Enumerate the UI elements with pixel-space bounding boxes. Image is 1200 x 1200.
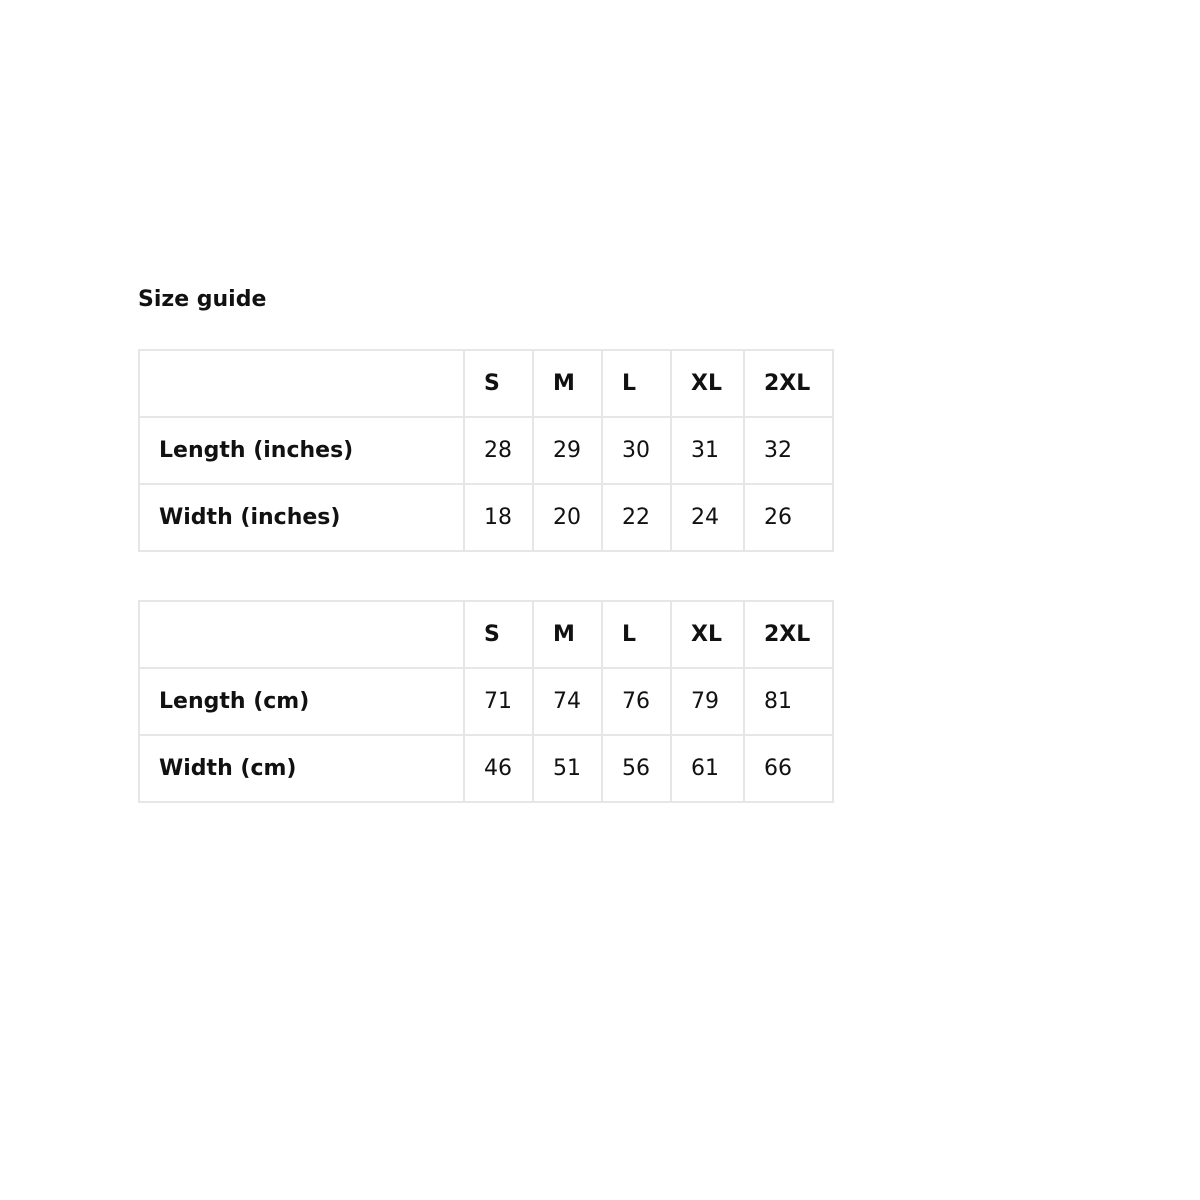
table-cell: 32	[743, 416, 834, 485]
header-cell: XL	[670, 600, 745, 669]
table-cell: 28	[463, 416, 534, 485]
header-cell: S	[463, 600, 534, 669]
row-label: Length (inches)	[138, 416, 465, 485]
table-cell: 81	[743, 667, 834, 736]
table-cell: 79	[670, 667, 745, 736]
header-cell: L	[601, 349, 672, 418]
table-cell: 51	[532, 734, 603, 803]
header-cell: M	[532, 349, 603, 418]
header-cell: 2XL	[743, 349, 834, 418]
table-cell: 20	[532, 483, 603, 552]
header-cell: S	[463, 349, 534, 418]
header-cell: M	[532, 600, 603, 669]
size-table-cm: S M L XL 2XL Length (cm) 71 74 76 79 81 …	[138, 600, 834, 803]
table-row: Width (inches) 18 20 22 24 26	[138, 483, 834, 552]
table-row: Length (cm) 71 74 76 79 81	[138, 667, 834, 736]
table-cell: 18	[463, 483, 534, 552]
row-label: Length (cm)	[138, 667, 465, 736]
header-row: S M L XL 2XL	[138, 349, 834, 418]
table-cell: 46	[463, 734, 534, 803]
row-label: Width (cm)	[138, 734, 465, 803]
table-cell: 22	[601, 483, 672, 552]
table-cell: 76	[601, 667, 672, 736]
header-row: S M L XL 2XL	[138, 600, 834, 669]
header-cell	[138, 600, 465, 669]
header-cell	[138, 349, 465, 418]
table-cell: 61	[670, 734, 745, 803]
table-cell: 26	[743, 483, 834, 552]
table-cell: 56	[601, 734, 672, 803]
table-row: Width (cm) 46 51 56 61 66	[138, 734, 834, 803]
table-cell: 24	[670, 483, 745, 552]
row-label: Width (inches)	[138, 483, 465, 552]
page-title: Size guide	[138, 287, 267, 312]
size-table-inches: S M L XL 2XL Length (inches) 28 29 30 31…	[138, 349, 834, 552]
table-cell: 29	[532, 416, 603, 485]
table-cell: 74	[532, 667, 603, 736]
table-row: Length (inches) 28 29 30 31 32	[138, 416, 834, 485]
table-cell: 31	[670, 416, 745, 485]
table-cell: 30	[601, 416, 672, 485]
table-cell: 71	[463, 667, 534, 736]
table-cell: 66	[743, 734, 834, 803]
header-cell: XL	[670, 349, 745, 418]
header-cell: 2XL	[743, 600, 834, 669]
header-cell: L	[601, 600, 672, 669]
